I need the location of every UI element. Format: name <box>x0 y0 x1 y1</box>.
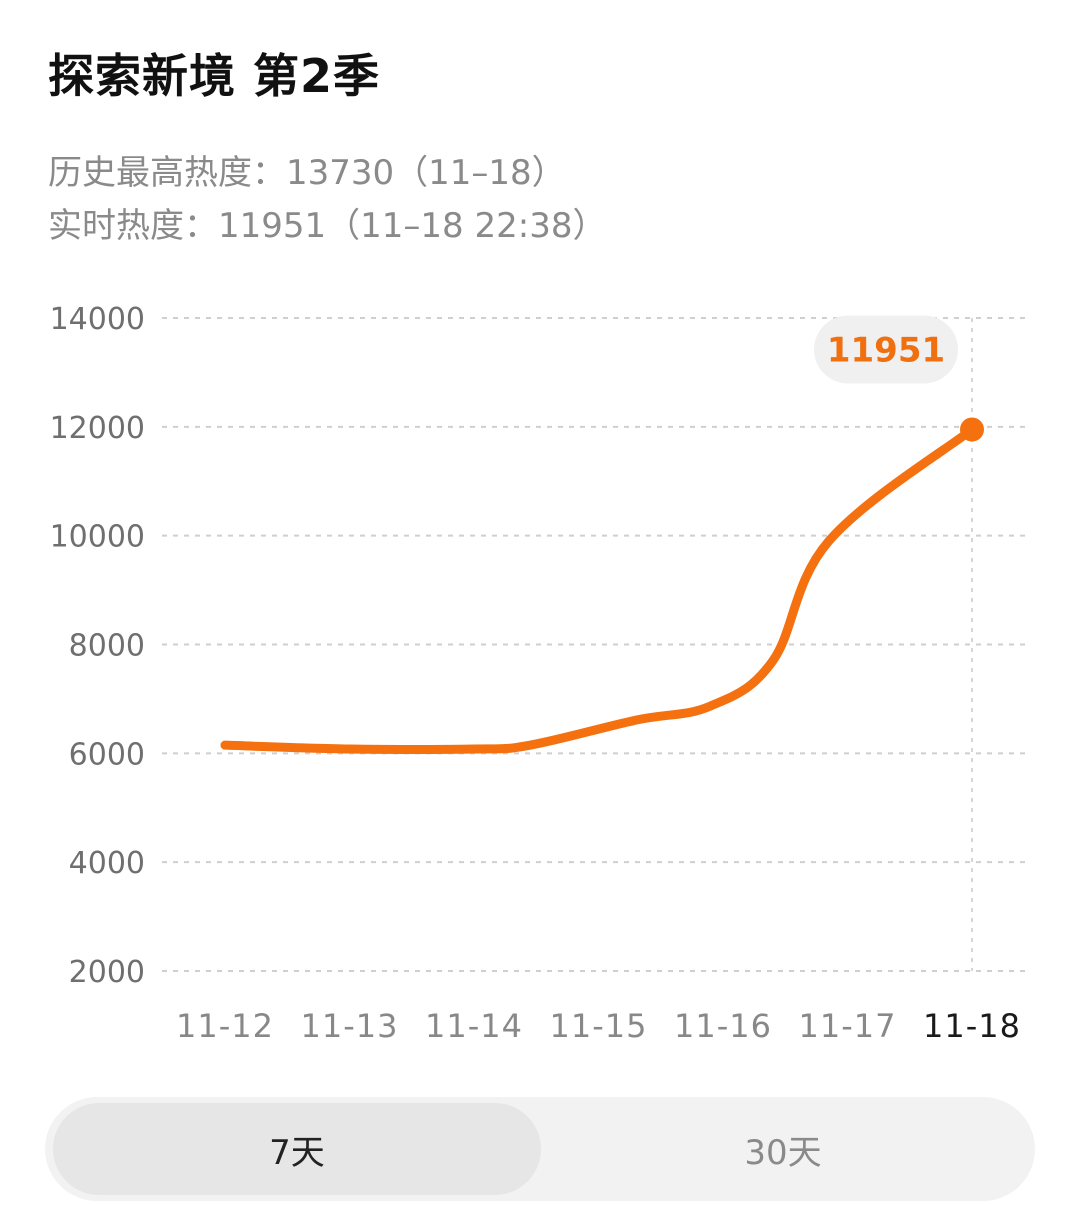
x-tick-label: 11-17 <box>799 1007 897 1045</box>
value-badge-label: 11951 <box>827 330 945 370</box>
y-tick-label: 6000 <box>69 737 145 772</box>
peak-heat-label: 历史最高热度： <box>48 153 286 193</box>
y-tick-label: 14000 <box>50 302 145 337</box>
x-tick-label: 11-13 <box>301 1007 399 1045</box>
y-tick-label: 8000 <box>69 629 145 664</box>
x-tick-label: 11-14 <box>425 1007 523 1045</box>
range-toggle: 7天 30天 <box>45 1097 1035 1201</box>
y-tick-label: 10000 <box>50 520 145 555</box>
x-tick-label: 11-15 <box>550 1007 648 1045</box>
chart-grid <box>162 317 1030 972</box>
live-heat-label: 实时热度： <box>48 206 218 246</box>
live-heat-value: 11951（11–18 22:38） <box>218 206 607 246</box>
y-axis: 14000 12000 10000 8000 6000 4000 2000 <box>50 302 145 990</box>
live-heat-stat: 实时热度：11951（11–18 22:38） <box>48 198 606 247</box>
x-axis: 11-12 11-13 11-14 11-15 11-16 11-17 11-18 <box>176 1007 1021 1045</box>
peak-heat-stat: 历史最高热度：13730（11–18） <box>48 145 566 194</box>
range-option-7d[interactable]: 7天 <box>53 1103 541 1195</box>
series-line <box>220 425 977 754</box>
value-badge: 11951 <box>814 315 958 384</box>
page-title: 探索新境 第2季 <box>48 49 381 103</box>
y-tick-label: 2000 <box>69 955 145 990</box>
peak-heat-value: 13730（11–18） <box>286 153 566 193</box>
x-tick-label: 11-16 <box>674 1007 772 1045</box>
y-tick-label: 12000 <box>50 411 145 446</box>
highlight-point[interactable] <box>960 417 984 442</box>
y-tick-label: 4000 <box>69 846 145 881</box>
value-badge-bg <box>814 315 958 384</box>
x-tick-label: 11-18 <box>923 1007 1021 1045</box>
range-option-30d[interactable]: 30天 <box>744 1132 822 1173</box>
x-tick-label: 11-12 <box>176 1007 274 1045</box>
